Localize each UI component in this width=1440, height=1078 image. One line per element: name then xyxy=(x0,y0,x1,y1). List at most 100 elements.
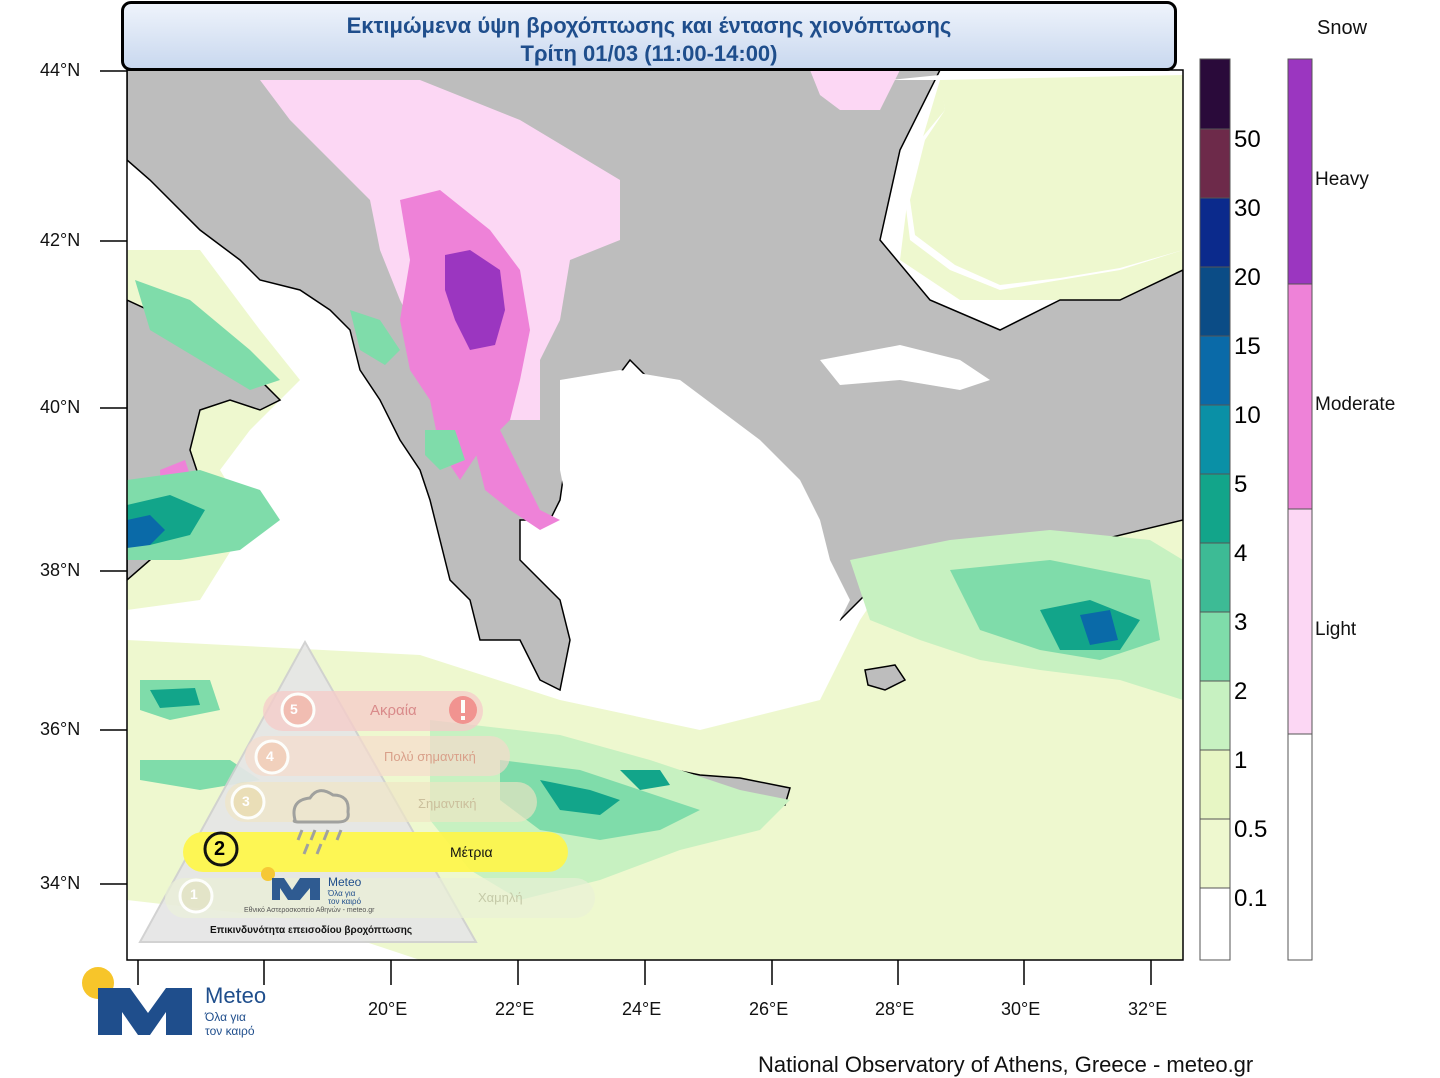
lon-label-20: 20°E xyxy=(368,999,408,1019)
risk-panel-caption: Επικινδυνότητα επεισοδίου βροχόπτωσης xyxy=(210,925,413,936)
risk-panel-org: Εθνικό Αστεροσκοπείο Αθηνών - meteo.gr xyxy=(244,907,375,914)
rain-band-west-2 xyxy=(150,688,200,708)
risk-level-1-pill xyxy=(165,878,595,918)
rain-bin-3-4 xyxy=(1199,542,1231,613)
rain-scale-label-20: 20 xyxy=(1234,264,1261,291)
island-rhodes xyxy=(864,664,907,691)
rain-scale-label-0.1: 0.1 xyxy=(1234,885,1268,912)
rain-bin-10-15 xyxy=(1199,335,1231,406)
lat-label-34: 34°N xyxy=(40,873,81,893)
risk-level-5-label: Ακραία xyxy=(370,702,417,719)
snow-scale-label-light: Light xyxy=(1315,619,1357,640)
footer-credit: National Observatory of Athens, Greece -… xyxy=(758,1052,1254,1077)
rain-bin-20-30 xyxy=(1199,197,1231,268)
risk-level-4-number: 4 xyxy=(266,748,274,764)
rain-bin-30-50 xyxy=(1199,128,1231,199)
risk-level-1-circle xyxy=(178,878,214,914)
rain-bin-0.5-1 xyxy=(1199,749,1231,820)
risk-level-4-label: Πολύ σημαντική xyxy=(384,749,476,764)
rain-band-greece-w2 xyxy=(425,430,465,470)
rain-band-italy-3 xyxy=(127,515,165,548)
rain-scale-label-3: 3 xyxy=(1234,609,1248,636)
rain-scale-label-30: 30 xyxy=(1234,195,1261,222)
rain-band-adriatic xyxy=(135,280,280,390)
snow-scale-label-heavy: Heavy xyxy=(1315,169,1369,190)
risk-level-5-pill xyxy=(263,691,483,731)
aegean-sea xyxy=(560,370,850,660)
rain-bin-15-20 xyxy=(1199,266,1231,337)
risk-level-2-label: Μέτρια xyxy=(450,844,493,860)
risk-level-2-circle xyxy=(203,831,239,867)
snow-scale-label-moderate: Moderate xyxy=(1315,394,1396,415)
snow-bin-moderate xyxy=(1287,283,1313,510)
lat-label-40: 40°N xyxy=(40,397,81,417)
snow-bin-heavy xyxy=(1287,58,1313,285)
rain-bin-0.1-0.5 xyxy=(1199,818,1231,889)
logo-slogan-2: τον καιρό xyxy=(205,1024,255,1038)
rain-scale-label-50: 50 xyxy=(1234,126,1261,153)
lat-label-44: 44°N xyxy=(40,60,81,80)
rain-cloud-icon xyxy=(292,789,350,855)
logo-name: Meteo xyxy=(205,983,267,1008)
rain-band-greece-w xyxy=(350,310,400,365)
rain-scale-label-2: 2 xyxy=(1234,678,1248,705)
rain-bin-5-10 xyxy=(1199,404,1231,475)
snow-colorbar xyxy=(1287,58,1313,961)
rain-scale-label-5: 5 xyxy=(1234,471,1248,498)
risk-level-5-circle xyxy=(280,692,316,728)
lon-label-32: 32°E xyxy=(1128,999,1168,1019)
rain-bin-2-3 xyxy=(1199,611,1231,682)
lon-label-30: 30°E xyxy=(1001,999,1041,1019)
marmara-sea xyxy=(820,345,990,390)
lon-label-28: 28°E xyxy=(875,999,915,1019)
rain-colorbar xyxy=(1199,58,1231,961)
rain-scale-label-15: 15 xyxy=(1234,333,1261,360)
snow-heavy xyxy=(445,250,505,350)
panel-meteo-logo-icon xyxy=(261,867,320,900)
lat-label-36: 36°N xyxy=(40,719,81,739)
risk-level-2-pill xyxy=(183,832,568,872)
risk-level-3-label: Σημαντική xyxy=(418,796,477,811)
rain-scale-label-4: 4 xyxy=(1234,540,1248,567)
rain-band-east-4 xyxy=(1080,610,1118,645)
map-title-line1: Εκτιμώμενα ύψη βροχόπτωσης και έντασης χ… xyxy=(346,13,952,38)
risk-level-5-number: 5 xyxy=(290,701,298,717)
snow-light-east xyxy=(810,70,900,110)
snow-moderate-south xyxy=(470,430,560,530)
lon-label-24: 24°E xyxy=(622,999,662,1019)
rain-band-south-3 xyxy=(540,780,620,815)
axis-ticks xyxy=(100,70,1152,985)
rain-bin-4-5 xyxy=(1199,473,1231,544)
risk-panel-logo-slogan-2: τον καιρό xyxy=(328,897,362,906)
risk-panel-logo-slogan-1: Όλα για xyxy=(328,889,356,898)
black-sea-shelf xyxy=(910,80,1183,285)
logo-slogan-1: Όλα για xyxy=(205,1010,246,1024)
lat-label-42: 42°N xyxy=(40,230,81,250)
risk-level-3-circle xyxy=(230,784,266,820)
rain-band-crete xyxy=(620,770,670,790)
meteo-logo-icon xyxy=(82,967,192,1035)
risk-level-2-number: 2 xyxy=(214,838,226,860)
risk-level-3-pill xyxy=(225,782,537,822)
snow-bin-light xyxy=(1287,508,1313,735)
snow-bin-none xyxy=(1287,733,1313,961)
rain-scale-label-1: 1 xyxy=(1234,747,1248,774)
lat-label-38: 38°N xyxy=(40,560,81,580)
rain-bin-1-2 xyxy=(1199,680,1231,751)
risk-level-1-number: 1 xyxy=(190,886,198,902)
rain-scale-label-0.5: 0.5 xyxy=(1234,816,1268,843)
lon-label-22: 22°E xyxy=(495,999,535,1019)
risk-panel-logo-name: Meteo xyxy=(328,875,362,889)
risk-level-1-label: Χαμηλή xyxy=(478,890,523,905)
map-title: Εκτιμώμενα ύψη βροχόπτωσης και έντασης χ… xyxy=(121,1,1177,71)
risk-level-4-pill xyxy=(245,736,510,776)
rain-bin-0-0.1 xyxy=(1199,887,1231,961)
rain-bin-50+ xyxy=(1199,58,1231,130)
lon-label-26: 26°E xyxy=(749,999,789,1019)
map-title-line2: Τρίτη 01/03 (11:00-14:00) xyxy=(520,41,778,66)
rain-scale-label-10: 10 xyxy=(1234,402,1261,429)
snow-scale-title: Snow xyxy=(1317,17,1368,39)
risk-level-4-circle xyxy=(254,739,290,775)
risk-level-3-number: 3 xyxy=(242,793,250,809)
